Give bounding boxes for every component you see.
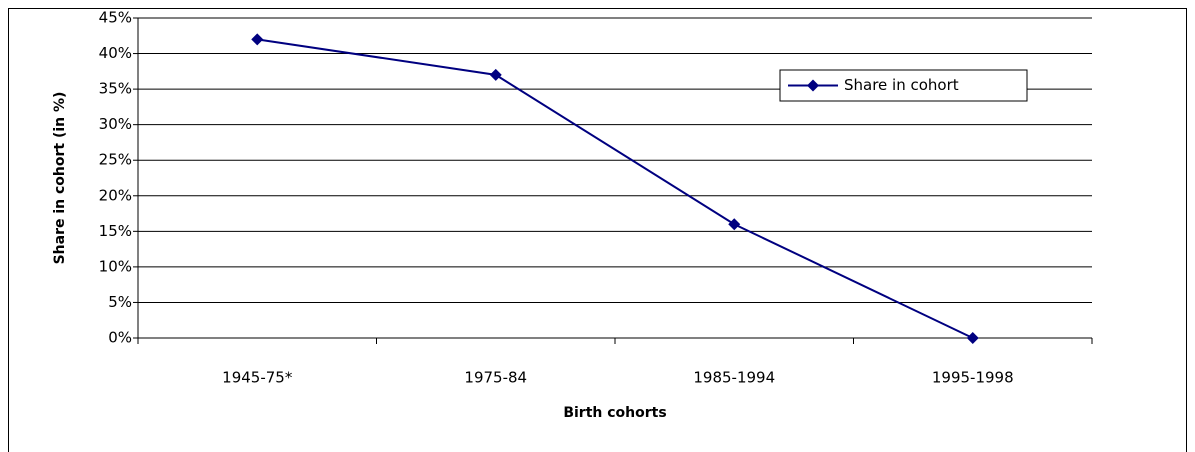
y-tick-label: 30% (99, 115, 132, 133)
x-tick-label: 1995-1998 (932, 369, 1014, 387)
y-tick-label: 10% (99, 257, 132, 275)
legend-label: Share in cohort (844, 76, 959, 94)
y-tick-label: 35% (99, 80, 132, 98)
legend-marker (807, 79, 819, 92)
y-tick-label: 25% (99, 151, 132, 169)
marker (966, 332, 979, 344)
y-axis-title: Share in cohort (in %) (52, 92, 68, 265)
y-tick-label: 40% (99, 44, 132, 62)
y-tick-label: 20% (99, 186, 132, 204)
x-axis-title: Birth cohorts (563, 405, 666, 421)
x-tick-label: 1975-84 (464, 369, 527, 387)
series-line (257, 38, 974, 339)
x-tick-label: 1985-1994 (693, 369, 775, 387)
y-tick-label: 0% (108, 329, 132, 347)
y-tick-label: 5% (108, 293, 132, 311)
x-tick-label: 1945-75* (222, 369, 293, 387)
marker (728, 218, 741, 231)
marker (489, 68, 502, 81)
chart-frame (8, 8, 1187, 452)
y-tick-label: 45% (99, 9, 132, 27)
marker (251, 33, 264, 46)
y-tick-label: 15% (99, 222, 132, 240)
